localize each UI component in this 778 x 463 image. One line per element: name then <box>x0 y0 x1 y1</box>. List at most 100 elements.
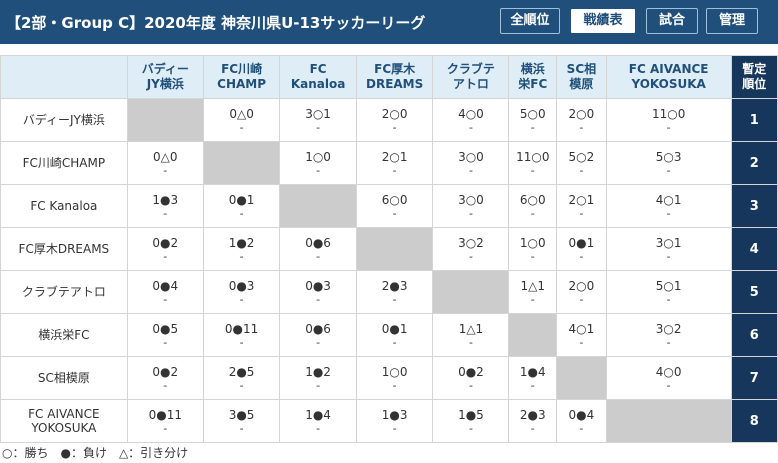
result-cell[interactable]: 0●2- <box>126 356 204 400</box>
result-cell[interactable]: 0△0- <box>126 141 204 185</box>
match-score: 1○0 <box>381 364 408 379</box>
result-cell[interactable]: 3●5- <box>202 399 281 443</box>
pk-result: - <box>392 421 397 435</box>
result-cell[interactable]: 3○0- <box>432 141 510 185</box>
result-cell[interactable]: 5○3- <box>605 141 732 185</box>
pk-result: - <box>392 335 397 349</box>
result-cell[interactable]: 1●5- <box>432 399 510 443</box>
all-rankings-button[interactable]: 全順位 <box>500 8 560 34</box>
team-name[interactable]: FC AIVANCE YOKOSUKA <box>0 399 128 443</box>
result-cell[interactable]: 0△0- <box>202 98 281 142</box>
match-score: 1●2 <box>228 235 255 250</box>
result-cell[interactable]: 0●2- <box>432 356 510 400</box>
pk-result: - <box>316 421 321 435</box>
result-cell[interactable]: 0●11- <box>126 399 204 443</box>
result-cell[interactable]: 6○0- <box>355 184 434 228</box>
pk-result: - <box>579 421 584 435</box>
result-cell[interactable]: 3○2- <box>605 313 732 357</box>
result-cell[interactable]: 0●6- <box>279 227 357 271</box>
match-score: 0●3 <box>228 278 255 293</box>
result-cell[interactable]: 0●5- <box>126 313 204 357</box>
match-score: 1●4 <box>519 364 546 379</box>
result-cell[interactable]: 4○0- <box>432 98 510 142</box>
result-cell[interactable]: 0●1- <box>202 184 281 228</box>
result-cell[interactable]: 3○1- <box>279 98 357 142</box>
result-cell[interactable]: 4○0- <box>605 356 732 400</box>
pk-result: - <box>239 335 244 349</box>
result-cell[interactable]: 0●3- <box>202 270 281 314</box>
team-name[interactable]: FC Kanaloa <box>0 184 128 228</box>
result-cell[interactable]: 4○1- <box>605 184 732 228</box>
result-cell[interactable]: 0●6- <box>279 313 357 357</box>
result-cell[interactable]: 6○0- <box>508 184 558 228</box>
result-cell[interactable]: 3○0- <box>432 184 510 228</box>
match-score: 2●3 <box>519 407 546 422</box>
column-header: FC川崎 CHAMP <box>202 55 281 99</box>
result-cell[interactable]: 1△1- <box>508 270 558 314</box>
result-cell[interactable]: 1●2- <box>279 356 357 400</box>
team-name[interactable]: SC相模原 <box>0 356 128 400</box>
match-score: 3○0 <box>458 149 484 164</box>
result-cell[interactable]: 1○0- <box>279 141 357 185</box>
pk-result: - <box>163 335 168 349</box>
rank-badge: 4 <box>730 227 778 271</box>
result-cell[interactable]: 3○1- <box>605 227 732 271</box>
result-cell[interactable]: 5○0- <box>508 98 558 142</box>
result-cell[interactable]: 1△1- <box>432 313 510 357</box>
match-score: 5○0 <box>519 106 546 121</box>
result-cell[interactable]: 2○0- <box>355 98 434 142</box>
result-cell[interactable]: 1○0- <box>508 227 558 271</box>
result-cell[interactable]: 0●4- <box>126 270 204 314</box>
self-match-cell <box>508 313 558 357</box>
team-name[interactable]: 横浜栄FC <box>0 313 128 357</box>
result-cell[interactable]: 2○0- <box>556 98 607 142</box>
result-cell[interactable]: 1●2- <box>202 227 281 271</box>
result-cell[interactable]: 5○2- <box>556 141 607 185</box>
pk-result: - <box>530 292 535 306</box>
result-cell[interactable]: 1●4- <box>279 399 357 443</box>
result-cell[interactable]: 2●3- <box>508 399 558 443</box>
matches-button[interactable]: 試合 <box>646 8 698 34</box>
result-cell[interactable]: 1●3- <box>355 399 434 443</box>
result-cell[interactable]: 11○0- <box>508 141 558 185</box>
pk-result: - <box>666 335 671 349</box>
result-cell[interactable]: 0●1- <box>355 313 434 357</box>
team-name[interactable]: クラブテアトロ <box>0 270 128 314</box>
result-cell[interactable]: 11○0- <box>605 98 732 142</box>
result-cell[interactable]: 2●5- <box>202 356 281 400</box>
result-cell[interactable]: 2○0- <box>556 270 607 314</box>
results-table-button[interactable]: 戦績表 <box>570 8 636 34</box>
result-cell[interactable]: 0●11- <box>202 313 281 357</box>
column-header: クラブテ アトロ <box>432 55 510 99</box>
pk-result: - <box>666 378 671 392</box>
match-score: 3○1 <box>305 106 331 121</box>
result-cell[interactable]: 2○1- <box>355 141 434 185</box>
match-score: 0●11 <box>224 321 259 336</box>
result-cell[interactable]: 4○1- <box>556 313 607 357</box>
team-name[interactable]: FC厚木DREAMS <box>0 227 128 271</box>
match-score: 4○1 <box>655 192 682 207</box>
result-cell[interactable]: 0●1- <box>556 227 607 271</box>
result-cell[interactable]: 0●3- <box>279 270 357 314</box>
table-row: クラブテアトロ 0●4-0●3-0●3-2●3-1△1-2○0-5○1-5 <box>0 270 778 314</box>
rank-badge: 5 <box>730 270 778 314</box>
result-cell[interactable]: 3○2- <box>432 227 510 271</box>
result-cell[interactable]: 2○1- <box>556 184 607 228</box>
pk-result: - <box>468 378 473 392</box>
result-cell[interactable]: 1○0- <box>355 356 434 400</box>
pk-result: - <box>163 249 168 263</box>
team-name[interactable]: FC川崎CHAMP <box>0 141 128 185</box>
match-score: 3○2 <box>458 235 484 250</box>
team-name[interactable]: バディーJY横浜 <box>0 98 128 142</box>
match-score: 2○0 <box>568 106 595 121</box>
result-cell[interactable]: 1●3- <box>126 184 204 228</box>
result-cell[interactable]: 0●2- <box>126 227 204 271</box>
match-score: 3●5 <box>228 407 255 422</box>
result-cell[interactable]: 2●3- <box>355 270 434 314</box>
pk-result: - <box>392 206 397 220</box>
admin-button[interactable]: 管理 <box>706 8 758 34</box>
result-cell[interactable]: 1●4- <box>508 356 558 400</box>
result-cell[interactable]: 0●4- <box>556 399 607 443</box>
match-score: 2○1 <box>381 149 408 164</box>
result-cell[interactable]: 5○1- <box>605 270 732 314</box>
